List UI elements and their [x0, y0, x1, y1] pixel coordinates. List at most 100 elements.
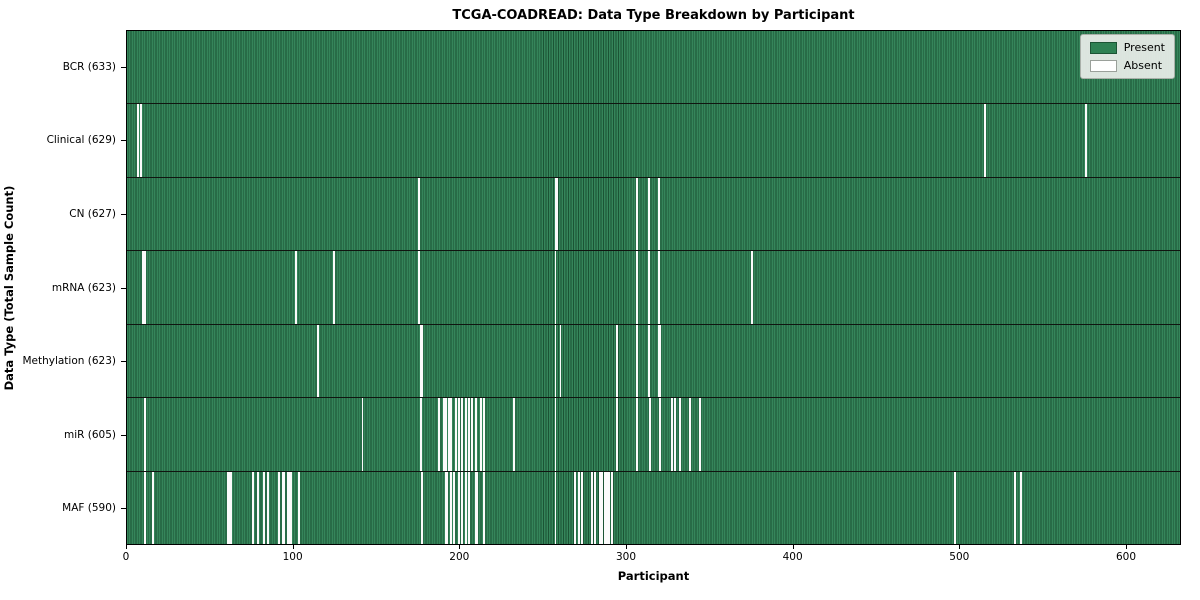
x-tick-mark [292, 545, 294, 549]
absent-stripe [283, 471, 286, 544]
absent-stripe [591, 471, 593, 544]
absent-stripe [266, 471, 269, 544]
y-tick-mark [121, 361, 126, 363]
heatmap-row-mrna [127, 251, 1180, 325]
absent-stripe [657, 324, 660, 398]
y-tick-mark [121, 434, 126, 436]
absent-stripe [449, 471, 452, 544]
absent-stripe [281, 471, 284, 544]
absent-stripe [461, 471, 464, 544]
y-tick-mark [121, 508, 126, 510]
absent-stripe [438, 398, 440, 471]
heatmap-row-mir [127, 398, 1180, 472]
heatmap-row-cn [127, 177, 1180, 252]
absent-stripe [1020, 471, 1023, 544]
absent-stripe [647, 177, 650, 251]
absent-stripe [448, 398, 450, 471]
y-tick-label: miR (605) [63, 428, 116, 441]
absent-stripe [674, 398, 677, 471]
absent-stripe [657, 251, 660, 324]
absent-stripe [140, 104, 143, 177]
absent-swatch-icon [1089, 59, 1117, 72]
heatmap-row-methylation [127, 324, 1180, 399]
present-swatch-icon [1089, 41, 1117, 54]
absent-stripe [679, 398, 682, 471]
absent-stripe [251, 471, 254, 544]
y-tick-label: Clinical (629) [46, 134, 116, 147]
heatmap-plot [126, 30, 1181, 545]
absent-stripe [577, 471, 580, 544]
absent-stripe [574, 471, 577, 544]
absent-stripe [421, 471, 424, 544]
absent-stripe [581, 471, 584, 544]
absent-stripe [461, 398, 464, 471]
absent-stripe [468, 471, 470, 544]
absent-stripe [953, 471, 956, 544]
absent-stripe [316, 324, 319, 398]
absent-stripe [554, 251, 557, 324]
legend-label-present: Present [1123, 41, 1165, 54]
absent-stripe [750, 251, 753, 324]
absent-stripe [290, 471, 292, 544]
absent-stripe [286, 471, 289, 544]
absent-stripe [468, 398, 470, 471]
absent-stripe [361, 398, 364, 471]
absent-stripe [230, 471, 233, 544]
absent-stripe [482, 471, 485, 544]
x-tick-mark [126, 545, 127, 549]
absent-stripe [458, 398, 460, 471]
y-tick-label: BCR (633) [62, 60, 116, 73]
heatmap-row-clinical [127, 104, 1180, 178]
absent-stripe [636, 324, 638, 398]
absent-stripe [476, 471, 479, 544]
absent-stripe [263, 471, 266, 544]
absent-stripe [554, 177, 557, 251]
absent-stripe [453, 471, 455, 544]
absent-stripe [458, 471, 460, 544]
legend: Present Absent [1079, 34, 1175, 79]
absent-stripe [594, 471, 597, 544]
absent-stripe [554, 324, 557, 398]
absent-stripe [226, 471, 229, 544]
absent-stripe [659, 324, 662, 398]
absent-stripe [1085, 104, 1088, 177]
absent-stripe [471, 398, 474, 471]
heatmap-row-maf [127, 471, 1180, 544]
absent-stripe [1013, 471, 1016, 544]
absent-stripe [636, 177, 638, 251]
absent-stripe [616, 324, 618, 398]
y-tick-label: CN (627) [69, 207, 116, 220]
absent-stripe [454, 398, 457, 471]
absent-stripe [649, 398, 652, 471]
absent-stripe [419, 324, 422, 398]
absent-stripe [295, 251, 297, 324]
absent-stripe [143, 398, 146, 471]
absent-stripe [689, 398, 692, 471]
x-tick-label: 100 [282, 551, 303, 563]
x-tick-mark [1126, 545, 1127, 549]
y-tick-label: mRNA (623) [51, 281, 116, 294]
absent-stripe [554, 471, 557, 544]
absent-stripe [418, 251, 420, 324]
absent-stripe [143, 251, 146, 324]
x-axis-title: Participant [617, 569, 690, 583]
absent-stripe [554, 398, 557, 471]
absent-stripe [228, 471, 231, 544]
absent-stripe [479, 398, 482, 471]
y-tick-mark [121, 287, 126, 289]
absent-stripe [559, 324, 562, 398]
heatmap-row-bcr [127, 31, 1180, 105]
absent-stripe [288, 471, 291, 544]
absent-stripe [446, 471, 449, 544]
absent-stripe [444, 398, 447, 471]
absent-stripe [556, 177, 559, 251]
absent-stripe [659, 398, 662, 471]
y-tick-mark [121, 213, 126, 215]
absent-stripe [143, 471, 146, 544]
absent-stripe [151, 471, 154, 544]
y-tick-mark [121, 140, 126, 142]
absent-stripe [604, 471, 607, 544]
absent-stripe [464, 398, 467, 471]
y-tick-label: Methylation (623) [22, 355, 116, 368]
